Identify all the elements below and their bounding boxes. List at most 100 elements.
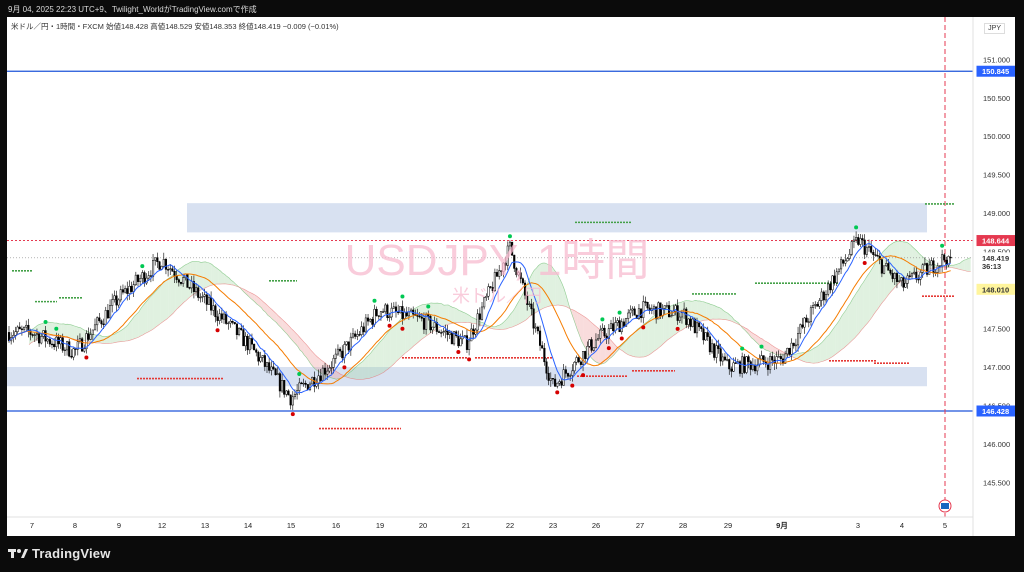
candle-body xyxy=(947,256,950,266)
candle-body xyxy=(141,272,144,279)
candle-body xyxy=(420,316,423,319)
candle-body xyxy=(48,338,51,345)
cloud-segment xyxy=(889,244,892,295)
swing-high-marker xyxy=(759,344,764,349)
cloud-segment xyxy=(308,347,311,364)
cloud-segment xyxy=(252,293,255,302)
candle-body xyxy=(844,260,847,264)
candle-body xyxy=(713,343,716,358)
candle-body xyxy=(928,264,931,275)
candle-body xyxy=(440,332,443,334)
price-tag-label: 148.419 xyxy=(982,254,1009,263)
cloud-segment xyxy=(295,332,298,347)
swing-high-marker xyxy=(854,225,859,230)
cloud-segment xyxy=(708,303,711,320)
zone-upper xyxy=(187,203,927,233)
candle-body xyxy=(824,294,828,301)
candle-body xyxy=(463,335,466,337)
cloud-segment xyxy=(469,315,472,324)
candle-body xyxy=(876,254,879,257)
cloud-segment xyxy=(115,332,118,343)
candle-body xyxy=(607,328,610,339)
cloud-segment xyxy=(271,309,275,321)
cloud-segment xyxy=(112,333,115,344)
cloud-segment xyxy=(714,305,717,320)
candle-body xyxy=(298,382,301,391)
cloud-segment xyxy=(704,301,707,321)
cloud-segment xyxy=(953,264,956,269)
cloud-segment xyxy=(190,261,193,297)
candle-body xyxy=(115,295,118,306)
candle-body xyxy=(622,321,625,327)
candle-body xyxy=(842,259,845,264)
candle-body xyxy=(339,348,342,352)
candle-body xyxy=(102,323,105,325)
candle-body xyxy=(814,304,817,306)
cloud-segment xyxy=(613,343,616,355)
candle-body xyxy=(704,332,707,341)
markers-layer xyxy=(43,225,945,417)
candle-body xyxy=(728,359,731,370)
candle-body xyxy=(121,289,125,293)
hlines-layer xyxy=(7,17,973,517)
candle-body xyxy=(38,333,41,344)
cloud-segment xyxy=(368,352,371,379)
candle-body xyxy=(676,305,679,321)
candle-body xyxy=(190,281,193,289)
candle-body xyxy=(418,315,421,318)
candle-body xyxy=(506,245,509,266)
cloud-segment xyxy=(906,242,909,278)
candle-body xyxy=(883,265,886,274)
candle-body xyxy=(453,331,456,345)
candle-body xyxy=(532,308,535,329)
cloud-segment xyxy=(166,278,169,320)
cloud-segment xyxy=(510,311,513,328)
candle-body xyxy=(541,345,544,349)
candle-body xyxy=(124,288,127,293)
candle-body xyxy=(403,311,406,319)
candle-body xyxy=(74,348,77,350)
cloud-segment xyxy=(506,317,509,329)
cloud-segment xyxy=(504,319,507,330)
candle-body xyxy=(218,313,221,321)
cloud-segment xyxy=(48,322,51,336)
cloud-segment xyxy=(289,326,292,340)
candle-body xyxy=(530,303,533,310)
y-tick-label: 149.500 xyxy=(983,171,1010,180)
candle-body xyxy=(377,315,380,317)
cloud-segment xyxy=(934,264,937,268)
candle-body xyxy=(850,241,853,255)
senkou-span-b-line xyxy=(28,266,971,380)
swing-low-marker xyxy=(290,412,295,417)
candle-body xyxy=(880,259,883,274)
cloud-segment xyxy=(437,303,440,329)
candle-body xyxy=(618,320,621,333)
candle-body xyxy=(719,348,722,362)
candle-body xyxy=(633,308,636,316)
cloud-segment xyxy=(306,344,309,361)
candle-body xyxy=(392,306,395,309)
candle-body xyxy=(354,333,357,337)
cloud-segment xyxy=(828,332,831,359)
cloud-segment xyxy=(373,347,376,378)
currency-selector[interactable]: JPY xyxy=(984,23,1005,34)
cloud-segment xyxy=(732,316,735,323)
watermark-symbol: USDJPY, 1時間 xyxy=(345,236,650,285)
cloud-segment xyxy=(160,283,163,324)
candle-body xyxy=(515,268,518,276)
cloud-segment xyxy=(357,363,361,380)
candle-body xyxy=(25,324,28,328)
cloud-segment xyxy=(158,286,161,326)
candle-body xyxy=(543,347,546,363)
candle-body xyxy=(382,311,385,313)
candle-body xyxy=(476,313,479,331)
candle-body xyxy=(775,356,778,364)
candle-body xyxy=(938,265,942,267)
cloud-segment xyxy=(508,313,511,329)
cloud-segment xyxy=(603,332,606,364)
candle-body xyxy=(900,277,903,282)
cloud-segment xyxy=(912,246,915,274)
x-tick-label: 29 xyxy=(724,521,732,530)
